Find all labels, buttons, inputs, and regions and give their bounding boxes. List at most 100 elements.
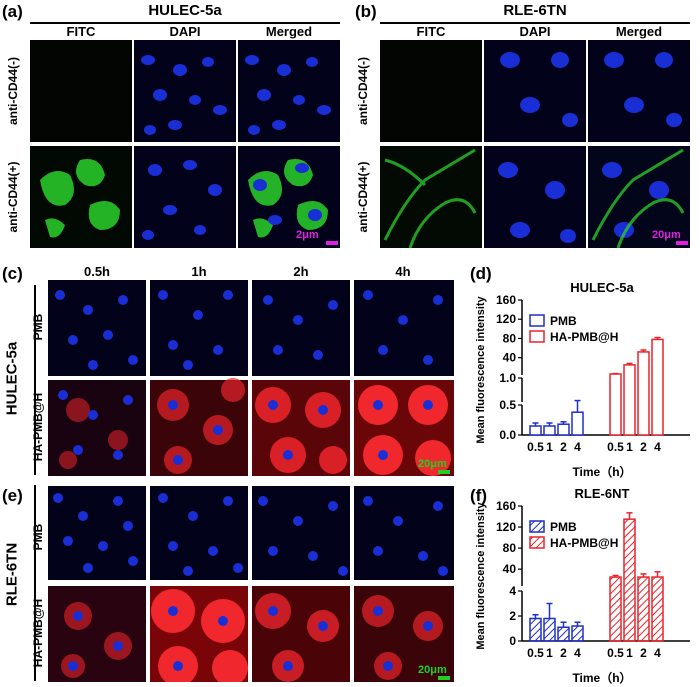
f-ytick-label-1: 2 bbox=[509, 609, 516, 623]
panel-c-row-ha: HA-PMB@H bbox=[31, 392, 45, 462]
d-xtick-0-3: 4 bbox=[574, 440, 581, 454]
panel-a-micrographs bbox=[30, 40, 340, 248]
panel-b-row-neg: anti-CD44(-) bbox=[356, 57, 370, 125]
d-xtick-1-2: 2 bbox=[640, 440, 647, 454]
panel-e-letter: (e) bbox=[2, 486, 23, 505]
d-xtick-0-2: 2 bbox=[560, 440, 567, 454]
panel-a-col-dapi: DAPI bbox=[169, 24, 201, 39]
panel-e-micrographs bbox=[48, 486, 454, 682]
d-legend-label-0: PMB bbox=[550, 314, 577, 328]
d-bar-1-3 bbox=[651, 338, 664, 436]
panel-c-rule bbox=[34, 285, 36, 475]
panel-b-title-rule bbox=[380, 22, 690, 24]
panel-b-title: RLE-6TN bbox=[503, 2, 567, 19]
f-ytick-label-2: 4 bbox=[509, 584, 516, 598]
panel-a-title: HULEC-5a bbox=[148, 2, 222, 19]
d-title: HULEC-5a bbox=[570, 280, 634, 295]
d-ytick-label-4: 80 bbox=[503, 331, 517, 345]
panel-a-title-rule bbox=[30, 22, 340, 24]
panel-c-scale-bar bbox=[438, 470, 450, 474]
panel-a-row-neg: anti-CD44(-) bbox=[6, 57, 20, 125]
d-xlabel: Time（h） bbox=[572, 464, 631, 479]
f-ytick-label-3: 40 bbox=[503, 562, 517, 576]
chart-f: RLE-6NT Mean fluorescence intensity Time（h… bbox=[475, 486, 690, 685]
f-bar-1-1 bbox=[623, 518, 636, 642]
panel-b-col-fitc: FITC bbox=[416, 24, 446, 39]
d-bar-1-0 bbox=[609, 373, 622, 436]
d-bar-1-1 bbox=[623, 364, 636, 436]
chart-d: HULEC-5a Mean fluorescence intensity Time（… bbox=[475, 280, 690, 479]
f-xtick-1-2: 2 bbox=[640, 646, 647, 660]
f-xtick-1-0: 0.5 bbox=[607, 646, 624, 660]
panel-c-col-2: 2h bbox=[293, 264, 309, 279]
f-xlabel: Time（h） bbox=[572, 670, 631, 685]
panel-b-row-pos: anti-CD44(+) bbox=[356, 161, 370, 233]
f-bar-0-0 bbox=[529, 617, 542, 642]
f-bar-0-3 bbox=[571, 625, 584, 642]
panel-e-rule bbox=[34, 485, 36, 681]
panel-a-scale-label: 2μm bbox=[296, 229, 319, 241]
f-legend-label-0: PMB bbox=[550, 520, 577, 534]
panel-c-letter: (c) bbox=[2, 264, 23, 283]
panel-e-cell-line: RLE-6TN bbox=[3, 542, 21, 607]
panel-b-letter: (b) bbox=[355, 2, 377, 21]
d-bar-0-2 bbox=[557, 423, 570, 436]
panel-a-row-pos: anti-CD44(+) bbox=[6, 161, 20, 233]
panel-e-row-pmb: PMB bbox=[31, 523, 45, 551]
d-xtick-1-0: 0.5 bbox=[607, 440, 624, 454]
d-ylabel: Mean fluorescence intensity bbox=[475, 295, 487, 443]
d-ytick-label-5: 120 bbox=[496, 312, 516, 326]
panel-c-micrographs bbox=[48, 280, 454, 476]
f-xtick-0-0: 0.5 bbox=[527, 646, 544, 660]
panel-b-col-dapi: DAPI bbox=[519, 24, 551, 39]
panel-a-letter: (a) bbox=[2, 2, 23, 21]
d-xtick-1-1: 1 bbox=[626, 440, 633, 454]
d-bar-1-2 bbox=[637, 351, 650, 436]
f-xtick-1-1: 1 bbox=[626, 646, 633, 660]
panel-e-row-ha: HA-PMB@H bbox=[31, 598, 45, 668]
panel-c-col-1: 1h bbox=[191, 264, 207, 279]
panel-c-col-3: 4h bbox=[395, 264, 411, 279]
panel-e-scale-label: 20μm bbox=[418, 664, 447, 676]
d-xtick-1-3: 4 bbox=[654, 440, 661, 454]
d-ytick-label-2: 1.0 bbox=[499, 371, 516, 385]
f-ytick-label-4: 80 bbox=[503, 541, 517, 555]
panel-a-col-merged: Merged bbox=[265, 24, 313, 39]
f-ytick-label-5: 120 bbox=[496, 520, 516, 534]
panel-c-cell-line: HULEC-5a bbox=[3, 341, 21, 416]
panel-a-col-fitc: FITC bbox=[66, 24, 96, 39]
f-bar-1-3 bbox=[651, 576, 664, 642]
d-xtick-0-0: 0.5 bbox=[527, 440, 544, 454]
f-legend-swatch-0 bbox=[529, 520, 545, 533]
panel-b-scale-bar bbox=[676, 241, 688, 245]
f-xtick-0-3: 4 bbox=[574, 646, 581, 660]
f-xtick-0-1: 1 bbox=[546, 646, 553, 660]
panel-c-row-pmb: PMB bbox=[31, 313, 45, 341]
f-xtick-0-2: 2 bbox=[560, 646, 567, 660]
panel-b-scale-label: 20μm bbox=[652, 229, 681, 241]
f-bar-1-0 bbox=[609, 576, 622, 642]
d-bar-0-1 bbox=[543, 425, 556, 436]
panel-d-letter: (d) bbox=[470, 264, 492, 283]
f-bar-0-2 bbox=[557, 626, 570, 642]
d-legend-swatch-1 bbox=[529, 330, 545, 343]
panel-c-col-0: 0.5h bbox=[83, 264, 110, 279]
f-legend-swatch-1 bbox=[529, 536, 545, 549]
f-xtick-1-3: 4 bbox=[654, 646, 661, 660]
f-title: RLE-6NT bbox=[575, 486, 630, 501]
f-ylabel: Mean fluorescence intensity bbox=[475, 501, 487, 649]
d-legend-swatch-0 bbox=[529, 314, 545, 327]
f-ytick-label-0: 0 bbox=[509, 634, 516, 648]
d-bar-0-3 bbox=[571, 411, 584, 436]
f-bar-0-1 bbox=[543, 617, 556, 642]
panel-a-scale-bar bbox=[326, 241, 338, 245]
d-bar-0-0 bbox=[529, 425, 542, 436]
d-ytick-label-6: 160 bbox=[496, 293, 516, 307]
d-ytick-label-0: 0.0 bbox=[499, 428, 516, 442]
f-ytick-label-6: 160 bbox=[496, 499, 516, 513]
panel-b-micrographs bbox=[380, 40, 690, 248]
f-legend-label-1: HA-PMB@H bbox=[550, 536, 618, 550]
d-xtick-0-1: 1 bbox=[546, 440, 553, 454]
d-legend-label-1: HA-PMB@H bbox=[550, 330, 618, 344]
f-bar-1-2 bbox=[637, 576, 650, 642]
